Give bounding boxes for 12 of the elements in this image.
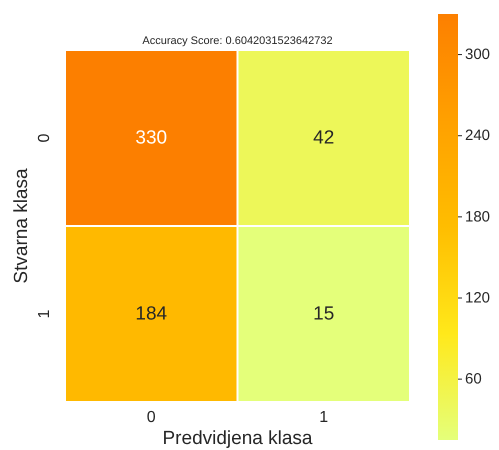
chart-title: Accuracy Score: 0.6042031523642732 [142,35,333,47]
color-bar-label: 60 [465,370,482,388]
data-label: 42 [313,128,334,148]
color-bar-label: 300 [465,46,490,64]
color-bar-label: 180 [465,208,490,226]
data-label: 184 [135,304,168,324]
color-bar-label: 120 [465,290,490,306]
color-bar-label: 240 [465,127,490,144]
y-axis-title: Stvarna klasa [11,168,32,284]
x-axis-title: Predvidjena klasa [162,428,313,449]
data-label: 330 [135,128,168,148]
data-label: 15 [313,304,334,324]
